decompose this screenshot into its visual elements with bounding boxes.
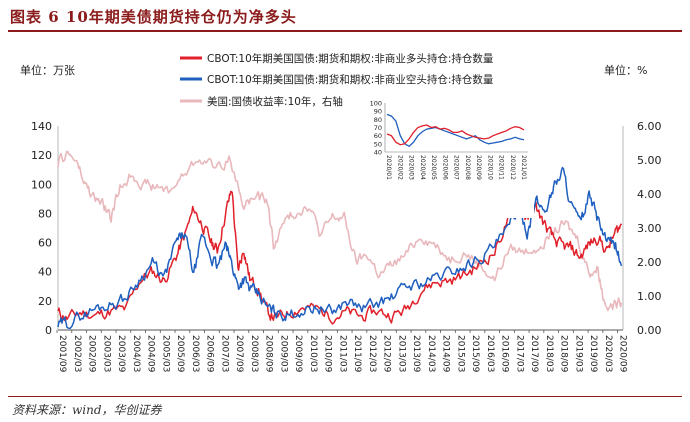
y-right-tick-label: 0.00 bbox=[637, 324, 662, 337]
x-tick-label: 2011/03 bbox=[337, 335, 347, 372]
x-tick-label: 2004/03 bbox=[131, 335, 141, 372]
inset-x-tick-label: 2020/09 bbox=[475, 155, 482, 180]
legend-short-label: CBOT:10年期美国国债:期货和期权:非商业空头持仓:持仓数量 bbox=[207, 73, 494, 86]
x-tick-label: 2011/09 bbox=[352, 335, 362, 373]
inset-x-tick-label: 2020/06 bbox=[441, 155, 448, 180]
series-long-line bbox=[57, 190, 623, 325]
x-tick-label: 2014/03 bbox=[426, 335, 436, 372]
inset-y-tick-label: 40 bbox=[374, 149, 382, 157]
source-note: 资料来源：wind，华创证券 bbox=[12, 403, 162, 417]
inset-y-tick-label: 90 bbox=[374, 108, 382, 116]
legend-yield-label: 美国:国债收益率:10年，右轴 bbox=[207, 95, 343, 108]
x-tick-label: 2003/03 bbox=[101, 335, 111, 372]
inset-x-tick-label: 2020/05 bbox=[430, 155, 437, 180]
inset-x-tick-label: 2020/02 bbox=[396, 155, 403, 180]
x-tick-label: 2008/03 bbox=[249, 335, 259, 372]
x-tick-label: 2019/09 bbox=[588, 335, 598, 373]
inset-y-tick-label: 100 bbox=[370, 100, 382, 108]
x-tick-label: 2013/09 bbox=[411, 335, 421, 373]
inset-series-short-line bbox=[386, 113, 525, 148]
inset-x-tick-label: 2020/07 bbox=[453, 155, 460, 180]
legend-long-label: CBOT:10年期美国国债:期货和期权:非商业多头持仓:持仓数量 bbox=[207, 52, 494, 65]
x-tick-label: 2007/09 bbox=[234, 335, 244, 373]
series-short-line bbox=[57, 166, 623, 330]
inset-y-tick-label: 60 bbox=[374, 132, 382, 140]
inset-x-tick-label: 2020/10 bbox=[486, 155, 493, 180]
x-tick-label: 2012/03 bbox=[367, 335, 377, 372]
y-right-tick-label: 4.00 bbox=[637, 188, 662, 201]
inset-x-tick-label: 2020/08 bbox=[464, 155, 471, 180]
x-tick-label: 2006/09 bbox=[205, 335, 215, 373]
inset-y-tick-label: 80 bbox=[374, 116, 382, 124]
inset-y-tick-label: 70 bbox=[374, 124, 382, 132]
x-tick-label: 2015/09 bbox=[470, 335, 480, 373]
x-tick-label: 2019/03 bbox=[573, 335, 583, 372]
x-tick-label: 2020/03 bbox=[603, 335, 613, 372]
main-series bbox=[57, 150, 623, 330]
x-tick-label: 2005/03 bbox=[160, 335, 170, 372]
y-left-tick-label: 120 bbox=[31, 149, 52, 162]
title-rule bbox=[8, 30, 682, 32]
y-left-tick-label: 40 bbox=[38, 266, 52, 279]
x-tick-label: 2002/09 bbox=[87, 335, 97, 373]
x-tick-label: 2009/03 bbox=[278, 335, 288, 372]
inset-x-tick-label: 2020/12 bbox=[509, 155, 516, 180]
x-tick-label: 2018/03 bbox=[544, 335, 554, 372]
series-yield-line bbox=[57, 150, 623, 312]
y-right-tick-label: 5.00 bbox=[637, 154, 662, 167]
inset-x-tick-label: 2021/01 bbox=[520, 155, 527, 180]
x-tick-label: 2005/09 bbox=[175, 335, 185, 373]
inset-x-tick-label: 2020/01 bbox=[385, 155, 392, 180]
x-tick-label: 2017/09 bbox=[529, 335, 539, 373]
x-tick-label: 2004/09 bbox=[146, 335, 156, 373]
left-unit-label: 单位：万张 bbox=[20, 63, 75, 77]
inset-x-tick-label: 2020/04 bbox=[419, 155, 426, 180]
y-left-tick-label: 80 bbox=[38, 207, 52, 220]
figure-title: 图表 6 10年期美债期货持仓仍为净多头 bbox=[10, 8, 297, 26]
x-tick-label: 2013/03 bbox=[396, 335, 406, 372]
inset-x-tick-label: 2020/11 bbox=[498, 155, 505, 180]
x-tick-label: 2014/09 bbox=[441, 335, 451, 373]
x-tick-label: 2002/03 bbox=[72, 335, 82, 372]
legend: CBOT:10年期美国国债:期货和期权:非商业多头持仓:持仓数量 CBOT:10… bbox=[180, 52, 494, 108]
x-tick-label: 2017/03 bbox=[514, 335, 524, 372]
x-tick-label: 2020/09 bbox=[618, 335, 628, 373]
inset-x-tick-label: 2020/03 bbox=[408, 155, 415, 180]
x-tick-label: 2015/03 bbox=[455, 335, 465, 372]
x-tick-label: 2010/03 bbox=[308, 335, 318, 372]
y-right-tick-label: 6.00 bbox=[637, 120, 662, 133]
x-tick-label: 2001/09 bbox=[57, 335, 67, 373]
y-left-tick-label: 20 bbox=[38, 295, 52, 308]
source-rule bbox=[8, 396, 682, 397]
x-tick-label: 2018/09 bbox=[559, 335, 569, 373]
y-left-tick-label: 0 bbox=[45, 324, 52, 337]
y-right-tick-label: 3.00 bbox=[637, 222, 662, 235]
inset-background bbox=[361, 99, 534, 218]
x-tick-label: 2006/03 bbox=[190, 335, 200, 372]
x-tick-label: 2009/09 bbox=[293, 335, 303, 373]
right-unit-label: 单位：% bbox=[604, 63, 647, 77]
x-tick-label: 2003/09 bbox=[116, 335, 126, 373]
x-tick-label: 2007/03 bbox=[219, 335, 229, 372]
x-tick-label: 2008/09 bbox=[264, 335, 274, 373]
x-tick-label: 2016/03 bbox=[485, 335, 495, 372]
inset-y-tick-label: 50 bbox=[374, 140, 382, 148]
y-right-tick-label: 1.00 bbox=[637, 290, 662, 303]
y-left-tick-label: 140 bbox=[31, 120, 52, 133]
y-left-tick-label: 100 bbox=[31, 178, 52, 191]
y-left-tick-label: 60 bbox=[38, 237, 52, 250]
y-right-tick-label: 2.00 bbox=[637, 256, 662, 269]
inset-series-long-line bbox=[386, 124, 525, 146]
main-axes: 0 20 40 60 80 100 120 140 0.00 1.00 2.00 3.00 4.00 5.… bbox=[31, 120, 662, 373]
x-tick-label: 2016/09 bbox=[500, 335, 510, 373]
x-tick-label: 2010/09 bbox=[323, 335, 333, 373]
x-tick-label: 2012/09 bbox=[382, 335, 392, 373]
